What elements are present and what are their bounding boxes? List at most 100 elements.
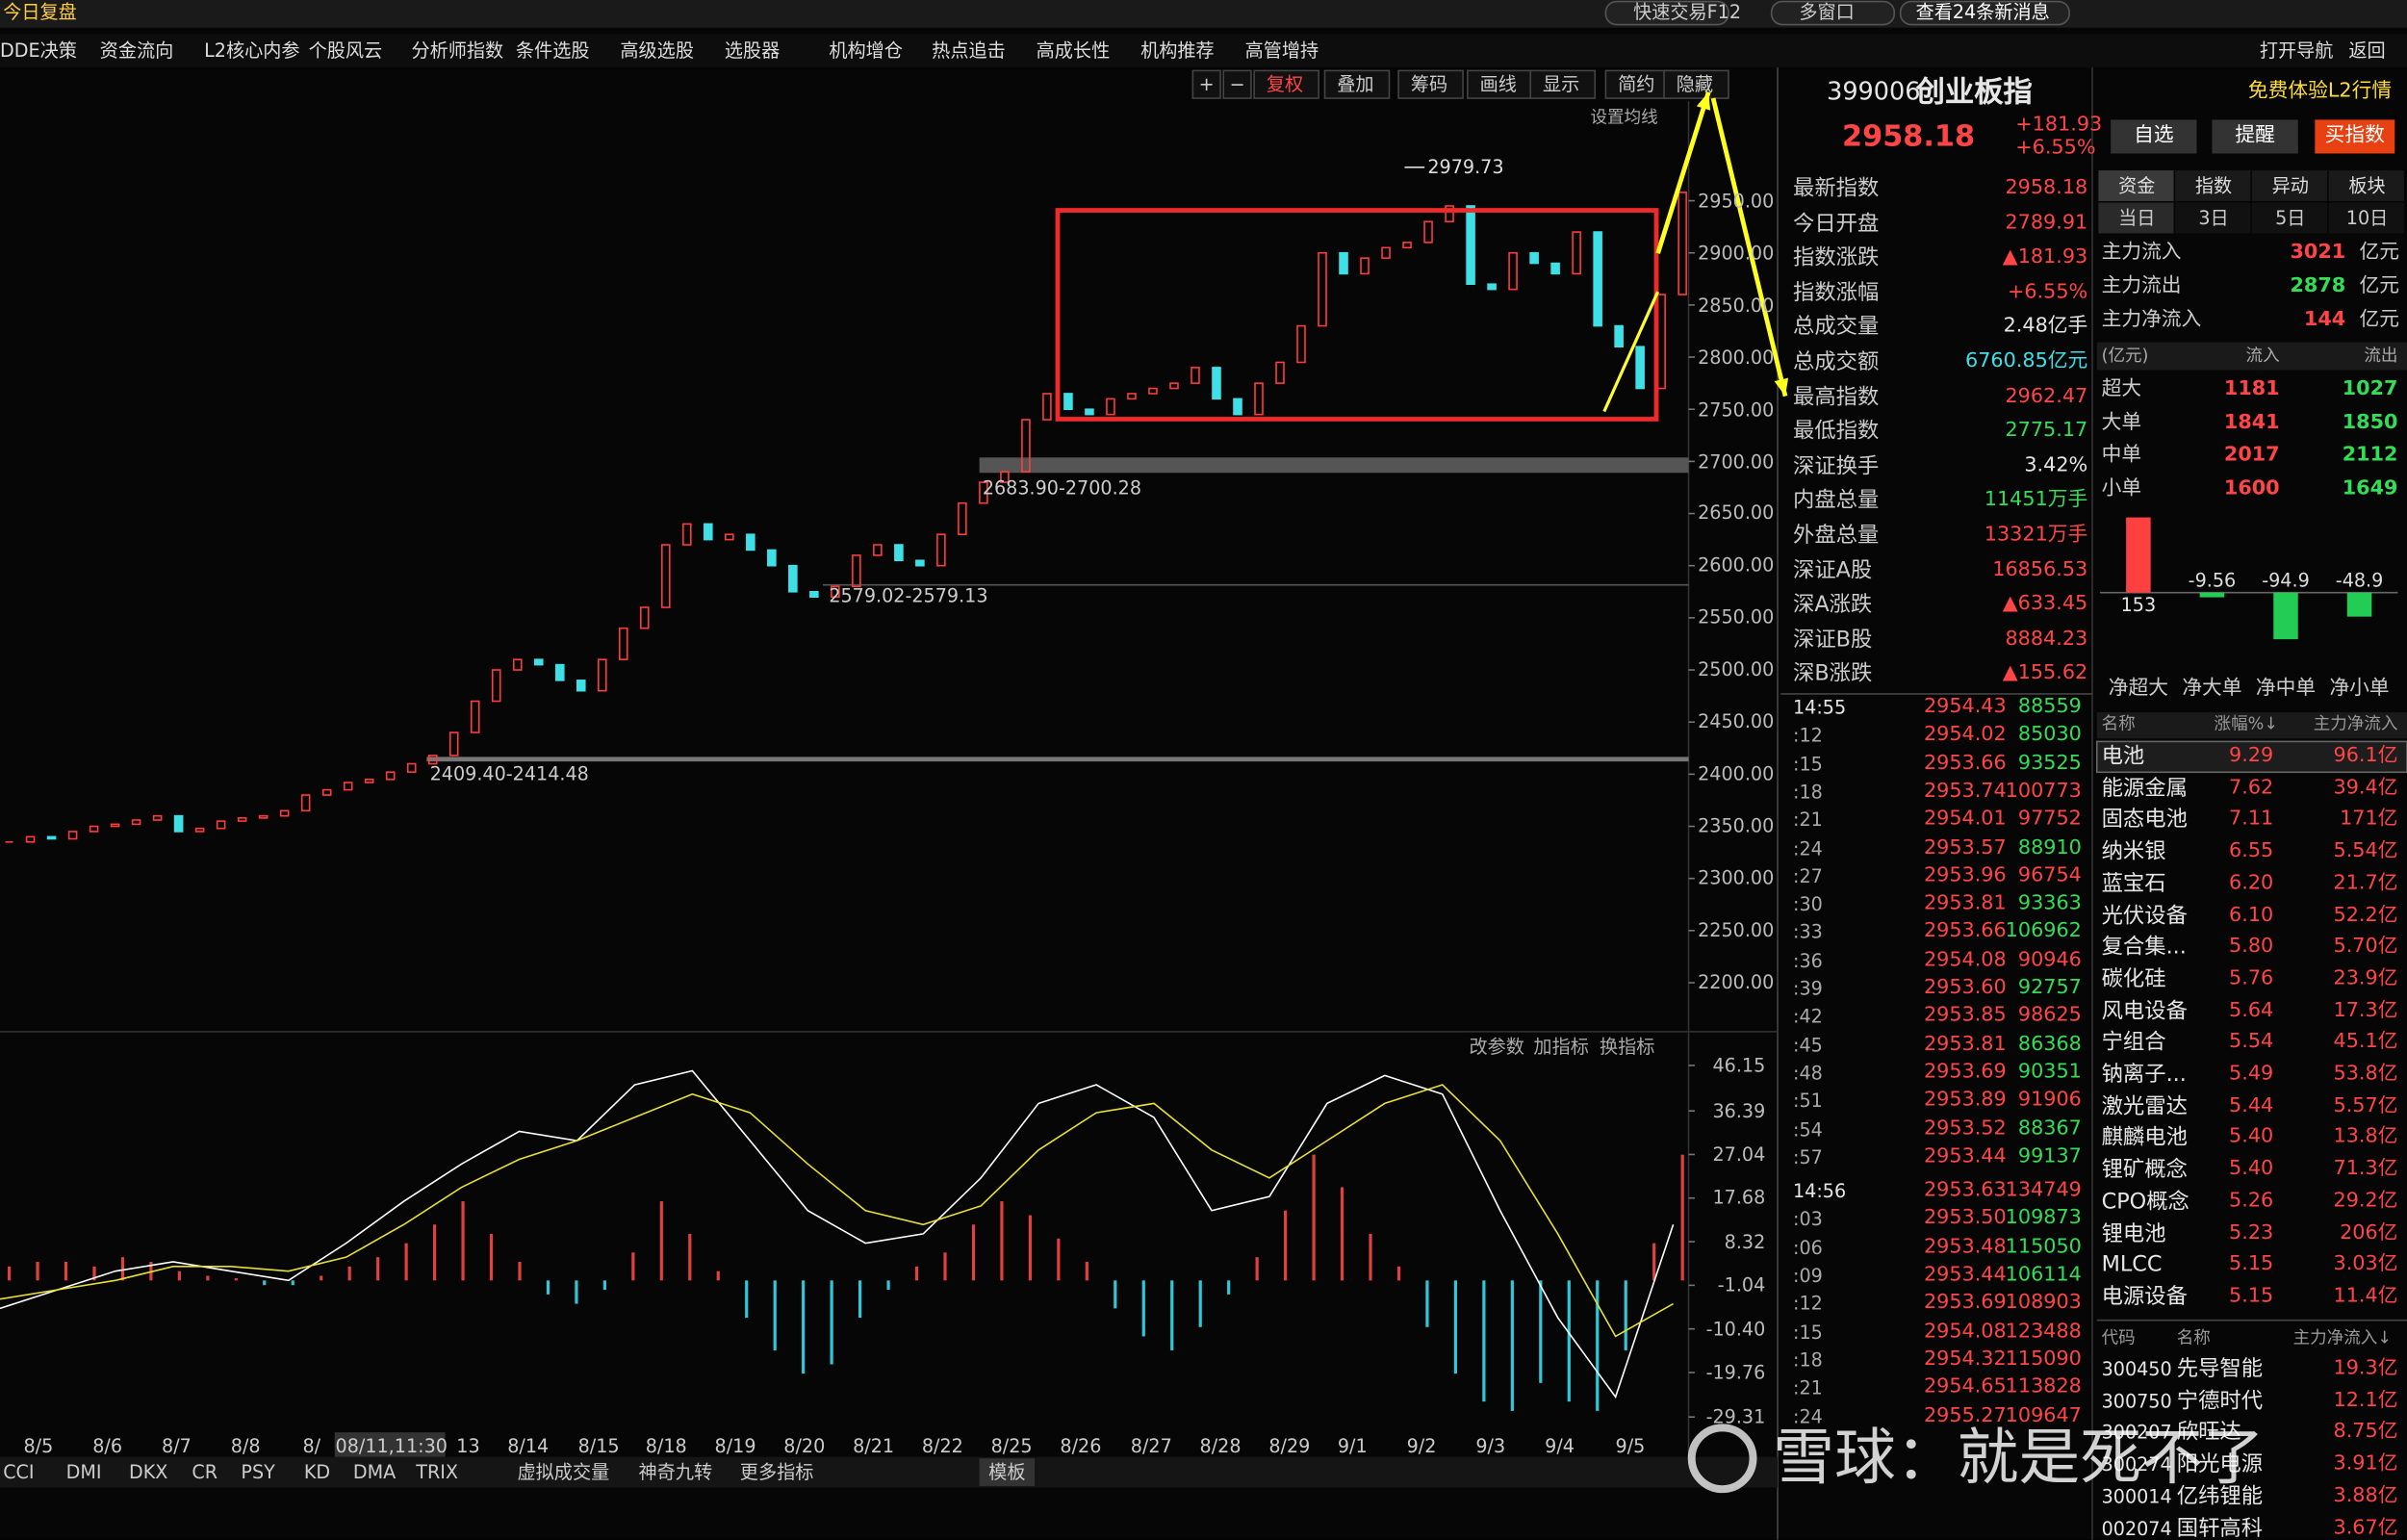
macd-bar	[376, 1257, 380, 1281]
macd-bar	[1284, 1210, 1288, 1281]
label[interactable]: 300750	[2101, 1390, 2172, 1412]
fund-tab[interactable]: 板块	[2348, 174, 2386, 197]
indicator-tab[interactable]: PSY	[241, 1461, 275, 1483]
indicator-tab[interactable]: CCI	[3, 1461, 35, 1483]
tool-button[interactable]: 简约	[1618, 73, 1655, 95]
sector-name[interactable]: 电源设备	[2101, 1284, 2188, 1310]
menu-item[interactable]: 高管增持	[1244, 39, 1319, 62]
menu-item[interactable]: 机构增仓	[829, 39, 903, 62]
label[interactable]: 002074	[2101, 1517, 2172, 1540]
label[interactable]: 宁德时代	[2176, 1389, 2264, 1414]
period-tab[interactable]: 当日	[2118, 207, 2156, 229]
sector-name[interactable]: CPO概念	[2101, 1189, 2189, 1215]
label[interactable]: 国轩高科	[2176, 1516, 2264, 1540]
sector-name[interactable]: 能源金属	[2101, 776, 2188, 802]
title-button[interactable]: 快速交易F12	[1633, 1, 1742, 23]
label[interactable]: 300207	[2101, 1422, 2172, 1444]
ma-setting[interactable]: 设置均线	[1590, 107, 1658, 128]
label[interactable]: 亿纬锂能	[2176, 1484, 2264, 1509]
label[interactable]: 欣旺达	[2176, 1421, 2241, 1446]
l2-link[interactable]: 免费体验L2行情	[2247, 79, 2393, 103]
title-button[interactable]: 多窗口	[1799, 1, 1855, 23]
indicator-button[interactable]: 加指标	[1533, 1036, 1589, 1058]
tick-volume: 93363	[2017, 891, 2082, 915]
tool-button	[1222, 69, 1252, 99]
tool-button[interactable]: 复权	[1266, 73, 1304, 95]
macd-bar	[1596, 1280, 1600, 1411]
tool-button[interactable]: 显示	[1542, 73, 1580, 95]
menu-item[interactable]: 打开导航	[2259, 39, 2334, 62]
macd-bar	[1369, 1233, 1372, 1281]
menu-item[interactable]: 条件选股	[515, 39, 590, 62]
label: 6.10	[2229, 903, 2274, 927]
candle	[470, 700, 480, 733]
label[interactable]: 先导智能	[2176, 1357, 2264, 1382]
sector-name[interactable]: 光伏设备	[2101, 903, 2188, 929]
title-button[interactable]: 查看24条新消息	[1915, 1, 2050, 23]
sector-name[interactable]: 锂矿概念	[2101, 1157, 2188, 1183]
tick-price: 2953.81	[1923, 891, 2007, 915]
tool-button[interactable]: 隐藏	[1676, 73, 1714, 95]
stat-value: 11451万手	[1984, 488, 2088, 512]
label[interactable]: 阳光电源	[2176, 1452, 2264, 1477]
fund-tab[interactable]: 指数	[2194, 174, 2233, 197]
menu-item[interactable]: 选股器	[724, 39, 781, 62]
indicator-tab[interactable]: 更多指标	[739, 1461, 814, 1483]
sector-name[interactable]: 复合集...	[2101, 935, 2187, 961]
sector-name[interactable]: 碳化硅	[2101, 966, 2166, 992]
period-tab[interactable]: 10日	[2345, 207, 2389, 229]
tool-button[interactable]: 筹码	[1410, 73, 1448, 95]
sector-name[interactable]: 麒麟电池	[2101, 1125, 2188, 1151]
sector-name[interactable]: 锂电池	[2101, 1220, 2166, 1246]
indicator-tab[interactable]: DMA	[352, 1461, 397, 1483]
label[interactable]: 300014	[2101, 1485, 2172, 1507]
label[interactable]: 300450	[2101, 1358, 2172, 1380]
menu-item[interactable]: 个股风云	[308, 39, 383, 62]
menu-item[interactable]: 热点追击	[932, 39, 1006, 62]
indicator-tab[interactable]: 虚拟成交量	[517, 1461, 610, 1483]
menu-item[interactable]: 高级选股	[620, 39, 694, 62]
sector-name[interactable]: 宁组合	[2101, 1030, 2166, 1056]
tool-button[interactable]: 叠加	[1337, 73, 1374, 95]
y-tick-label: 27.04	[1712, 1143, 1766, 1166]
menu-item[interactable]: L2核心内参	[204, 39, 300, 62]
button	[1770, 0, 1896, 26]
fund-tab[interactable]: 异动	[2271, 174, 2309, 197]
indicator-tab[interactable]: DMI	[65, 1461, 102, 1483]
indicator-button[interactable]: 换指标	[1600, 1036, 1655, 1058]
menu-item[interactable]: 机构推荐	[1140, 39, 1215, 62]
tool-button[interactable]: 画线	[1479, 73, 1517, 95]
quote-button[interactable]: 自选	[2134, 124, 2174, 148]
indicator-tab[interactable]: TRIX	[416, 1461, 459, 1483]
menu-item[interactable]: 资金流向	[99, 39, 174, 62]
label[interactable]: 300274	[2101, 1453, 2172, 1476]
sector-name[interactable]: 风电设备	[2101, 998, 2188, 1024]
menu-item[interactable]: 高成长性	[1036, 39, 1111, 62]
indicator-tab[interactable]: 模板	[988, 1461, 1026, 1483]
sector-name[interactable]: 固态电池	[2101, 808, 2188, 834]
period-tab[interactable]: 5日	[2275, 207, 2306, 229]
indicator-button[interactable]: 改参数	[1469, 1036, 1524, 1058]
sector-name[interactable]: 电池	[2101, 744, 2145, 770]
menu-item[interactable]: 分析师指数	[411, 39, 504, 62]
tool-button[interactable]: +	[1198, 73, 1215, 95]
sector-name[interactable]: 纳米银	[2101, 839, 2166, 865]
quote-button[interactable]: 提醒	[2235, 124, 2275, 148]
macd-bar	[716, 1270, 720, 1281]
sector-name[interactable]: MLCC	[2101, 1252, 2163, 1278]
indicator-tab[interactable]: 神奇九转	[638, 1461, 713, 1483]
indicator-tab[interactable]: DKX	[128, 1461, 168, 1483]
sector-name[interactable]: 钠离子...	[2101, 1062, 2187, 1088]
fund-tab[interactable]: 资金	[2118, 174, 2156, 197]
period-tab[interactable]: 3日	[2198, 207, 2229, 229]
indicator-tab[interactable]: KD	[303, 1461, 331, 1483]
quote-button[interactable]: 买指数	[2324, 124, 2385, 148]
macd-bar	[1114, 1280, 1117, 1309]
sector-name[interactable]: 激光雷达	[2101, 1093, 2188, 1119]
sector-name[interactable]: 蓝宝石	[2101, 871, 2166, 897]
menu-item[interactable]: 返回	[2348, 39, 2386, 62]
menu-item[interactable]: DDE决策	[0, 39, 77, 62]
tool-button[interactable]: −	[1229, 73, 1245, 95]
indicator-tab[interactable]: CR	[192, 1461, 218, 1483]
label: 1027	[2342, 377, 2398, 401]
